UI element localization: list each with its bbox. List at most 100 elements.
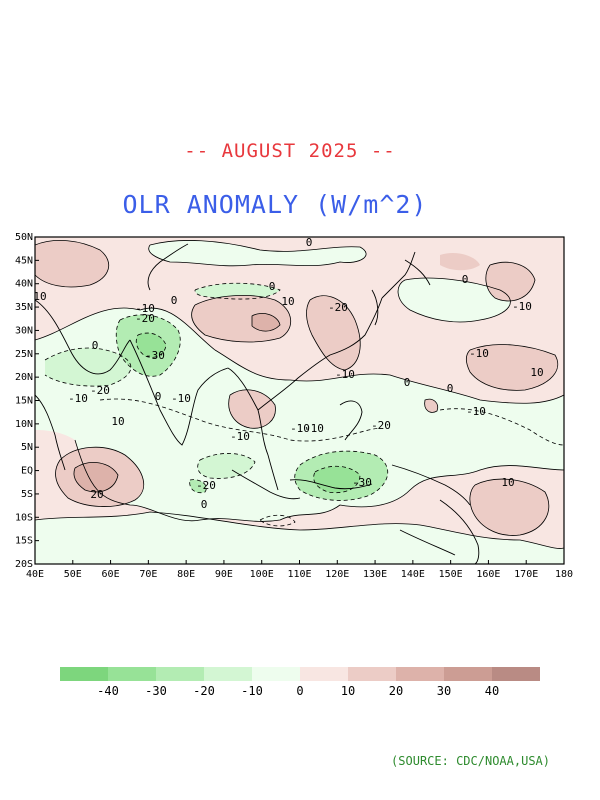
lon-tick-label: 90E (215, 569, 233, 580)
coastlines (35, 243, 480, 564)
colorbar-swatch (396, 667, 444, 681)
contour-label: -10 (230, 430, 250, 443)
colorbar-label: -40 (97, 684, 119, 698)
contour-label: -10 (469, 347, 489, 360)
colorbar-swatch (300, 667, 348, 681)
lat-tick-label: 45N (15, 255, 33, 266)
contour-label: -10 (68, 392, 88, 405)
lat-tick-label: EQ (21, 466, 33, 477)
lat-tick-label: 20N (15, 372, 33, 383)
negative-region-north (148, 240, 367, 266)
lon-tick-label: 180 (555, 569, 573, 580)
contour-label: -10 (512, 300, 532, 313)
contour-label: 10 (501, 476, 514, 489)
colorbar-swatch (444, 667, 492, 681)
lon-tick-label: 100E (250, 569, 274, 580)
contour-lines (35, 240, 564, 549)
contour-label: -10 (135, 302, 155, 315)
colorbar-labels: -40 -30 -20 -10 0 10 20 30 40 (60, 684, 540, 700)
positive-region-west-pacific (466, 344, 558, 391)
contour-label: 10 (33, 290, 46, 303)
contour-label: 0 (447, 382, 454, 395)
negative-region-pacific-north (398, 278, 511, 322)
negative-region-arabian (45, 348, 131, 387)
negative-region-india-core (136, 333, 166, 358)
positive-region-small-pacific (424, 399, 438, 413)
positive-region-tibet-core (252, 313, 280, 332)
negative-region-maritime-core (313, 466, 360, 493)
lon-tick-label: 140E (401, 569, 425, 580)
colorbar-label: 10 (340, 684, 356, 698)
colorbar-swatch (348, 667, 396, 681)
contour-label: 20 (90, 488, 103, 501)
colorbar-swatch (204, 667, 252, 681)
contour-label: -30 (145, 349, 165, 362)
negative-region-bay (197, 453, 255, 479)
contour-label: -10 (290, 422, 310, 435)
negative-contour-lines (44, 282, 564, 527)
lon-tick-label: 110E (287, 569, 311, 580)
latitude-axis: 50N 45N 40N 35N 30N 25N 20N 15N 10N 5N EQ 5S 10S 15S 2… (15, 232, 39, 570)
map-svg: 40E 50E 60E 70E 80E 90E 100E 110E 120E 130E 140E 15… (15, 232, 573, 580)
contour-label: 0 (462, 273, 469, 286)
colorbar-swatch (252, 667, 300, 681)
positive-region-south-pacific (469, 479, 549, 536)
lat-tick-label: 30N (15, 325, 33, 336)
lon-tick-label: 130E (363, 569, 387, 580)
contour-label: -10 (304, 422, 324, 435)
colorbar-label: -10 (241, 684, 263, 698)
contour-label: 10 (281, 295, 294, 308)
positive-region-europe (35, 240, 109, 287)
colorbar-label: 0 (296, 684, 304, 698)
lon-tick-label: 160E (476, 569, 500, 580)
colorbar-swatch (108, 667, 156, 681)
colorbar-label: 40 (484, 684, 500, 698)
lat-tick-label: 10S (15, 512, 33, 523)
contour-label: -30 (352, 476, 372, 489)
contour-label: 0 (171, 294, 178, 307)
source-credit: (SOURCE: CDC/NOAA,USA) (391, 754, 550, 768)
lat-tick-label: 35N (15, 302, 33, 313)
contour-label: 10 (111, 415, 124, 428)
lon-tick-label: 170E (514, 569, 538, 580)
lat-tick-label: 5N (21, 442, 33, 453)
longitude-axis: 40E 50E 60E 70E 80E 90E 100E 110E 120E 130E 140E 15… (26, 560, 573, 580)
lat-tick-label: 15N (15, 396, 33, 407)
contour-label: -20 (90, 384, 110, 397)
contour-label: 0 (306, 236, 313, 249)
positive-region-indochina (228, 389, 276, 429)
contour-label: -10 (466, 405, 486, 418)
lat-tick-label: 40N (15, 279, 33, 290)
lon-tick-label: 60E (102, 569, 120, 580)
contour-label: 0 (269, 280, 276, 293)
map-date-title: -- AUGUST 2025 -- (184, 140, 396, 162)
colorbar-label: -20 (193, 684, 215, 698)
positive-region-indian-ocean-core (73, 462, 118, 492)
negative-region-south (35, 512, 564, 564)
colorbar-label: 30 (436, 684, 452, 698)
contour-label: -20 (135, 312, 155, 325)
anomaly-field (35, 237, 564, 564)
contour-label: -10 (171, 392, 191, 405)
colorbar-swatch (156, 667, 204, 681)
lat-tick-label: 5S (21, 489, 33, 500)
contour-label: 0 (92, 339, 99, 352)
colorbar-swatch (492, 667, 540, 681)
contour-label: 0 (404, 376, 411, 389)
colorbar-label: -30 (145, 684, 167, 698)
contour-label: -20 (371, 419, 391, 432)
contour-label: 0 (201, 498, 208, 511)
lat-tick-label: 25N (15, 349, 33, 360)
colorbar (60, 667, 540, 681)
contour-label: -10 (335, 368, 355, 381)
map-main-title: OLR ANOMALY (W/m^2) (122, 190, 428, 219)
lat-tick-label: 20S (15, 559, 33, 570)
lat-tick-label: 10N (15, 419, 33, 430)
positive-region-siberia (440, 253, 480, 271)
contour-label: 10 (530, 366, 543, 379)
contour-label: 0 (155, 390, 162, 403)
lon-tick-label: 50E (64, 569, 82, 580)
lat-tick-label: 15S (15, 536, 33, 547)
contour-label: -20 (196, 479, 216, 492)
colorbar-swatch (60, 667, 108, 681)
